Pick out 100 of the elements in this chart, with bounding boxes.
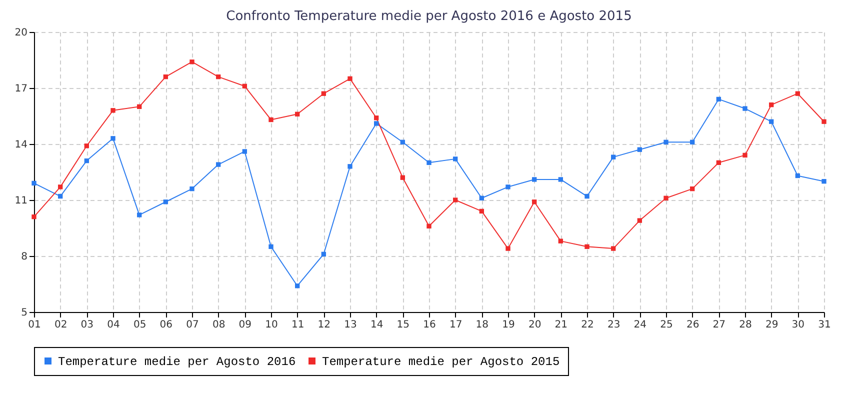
x-tick-label: 13 bbox=[344, 320, 357, 330]
point bbox=[294, 112, 300, 116]
point bbox=[532, 177, 537, 182]
point bbox=[348, 76, 352, 82]
x-tick-label: 07 bbox=[186, 320, 199, 330]
point bbox=[768, 102, 774, 108]
x-tick-label: 24 bbox=[634, 320, 647, 330]
point bbox=[664, 196, 668, 200]
x-tick-label: 08 bbox=[212, 320, 226, 330]
point bbox=[268, 117, 274, 122]
point bbox=[452, 198, 458, 202]
x-tick-label: 28 bbox=[739, 320, 752, 330]
x-tick-label: 23 bbox=[607, 320, 620, 330]
point bbox=[400, 140, 406, 144]
x-tick-label: 20 bbox=[528, 320, 542, 330]
x-tick-label: 29 bbox=[765, 320, 778, 330]
point bbox=[664, 140, 668, 144]
legend-label: Temperature medie per Agosto 2015 bbox=[322, 355, 560, 369]
point bbox=[795, 173, 800, 178]
point bbox=[58, 194, 63, 199]
point bbox=[84, 158, 90, 164]
point bbox=[610, 246, 616, 251]
point bbox=[58, 184, 63, 190]
point bbox=[742, 106, 748, 111]
point bbox=[637, 218, 642, 223]
x-tick-label: 19 bbox=[502, 320, 515, 330]
point bbox=[400, 175, 406, 180]
x-tick-label: 01 bbox=[28, 320, 41, 330]
point bbox=[479, 196, 484, 200]
point bbox=[242, 84, 248, 88]
point bbox=[136, 212, 142, 218]
point bbox=[190, 60, 194, 64]
point bbox=[374, 116, 379, 120]
point bbox=[742, 152, 748, 158]
x-tick-label: 16 bbox=[423, 320, 436, 330]
point bbox=[558, 177, 564, 182]
point bbox=[584, 194, 590, 199]
x-tick-label: 25 bbox=[660, 320, 673, 330]
x-tick-label: 31 bbox=[818, 320, 831, 330]
point bbox=[426, 160, 432, 166]
point bbox=[110, 136, 116, 141]
point bbox=[690, 140, 695, 144]
x-tick-label: 06 bbox=[160, 320, 173, 330]
point bbox=[268, 244, 274, 250]
point bbox=[479, 208, 484, 214]
point bbox=[216, 162, 221, 167]
point bbox=[506, 246, 510, 251]
point bbox=[190, 186, 194, 192]
point bbox=[110, 108, 116, 113]
chart-title: Confronto Temperature medie per Agosto 2016 e Agosto 2015 bbox=[226, 9, 632, 24]
point bbox=[610, 154, 616, 160]
y-tick-label: 5 bbox=[21, 308, 28, 318]
point bbox=[452, 156, 458, 162]
x-tick-label: 27 bbox=[712, 320, 726, 330]
x-tick-label: 21 bbox=[554, 320, 568, 330]
x-tick-label: 05 bbox=[133, 320, 146, 330]
point bbox=[348, 164, 352, 169]
point bbox=[374, 121, 379, 126]
x-tick-label: 14 bbox=[370, 320, 384, 330]
point bbox=[716, 96, 722, 102]
x-tick-label: 02 bbox=[54, 320, 68, 330]
x-tick-label: 03 bbox=[80, 320, 94, 330]
point bbox=[716, 160, 722, 166]
y-tick-label: 11 bbox=[14, 196, 28, 206]
point bbox=[532, 200, 537, 204]
point bbox=[690, 186, 695, 192]
point bbox=[637, 147, 642, 152]
point bbox=[768, 119, 774, 124]
point bbox=[558, 238, 564, 244]
x-tick-label: 26 bbox=[686, 320, 700, 330]
point bbox=[795, 91, 800, 96]
point bbox=[321, 91, 326, 96]
point bbox=[242, 149, 248, 154]
y-tick-label: 8 bbox=[21, 252, 28, 262]
point bbox=[506, 184, 510, 190]
x-tick-label: 22 bbox=[581, 320, 594, 330]
y-tick-label: 17 bbox=[14, 84, 28, 94]
x-tick-label: 15 bbox=[396, 320, 410, 330]
point bbox=[321, 252, 326, 256]
x-tick-label: 11 bbox=[291, 320, 304, 330]
x-tick-label: 18 bbox=[476, 320, 489, 330]
point bbox=[584, 244, 590, 250]
y-tick-label: 14 bbox=[14, 140, 28, 150]
x-tick-label: 04 bbox=[107, 320, 120, 330]
point bbox=[163, 74, 168, 80]
y-tick-label: 20 bbox=[14, 28, 28, 38]
x-tick-label: 17 bbox=[449, 320, 462, 330]
point bbox=[136, 104, 142, 110]
legend-label: Temperature medie per Agosto 2016 bbox=[58, 355, 296, 369]
point bbox=[32, 214, 36, 220]
point bbox=[822, 119, 826, 124]
point bbox=[426, 224, 432, 228]
point bbox=[32, 180, 36, 186]
x-tick-label: 10 bbox=[265, 320, 278, 330]
x-tick-label: 30 bbox=[792, 320, 805, 330]
point bbox=[294, 284, 300, 288]
point bbox=[822, 178, 826, 184]
point bbox=[84, 144, 90, 148]
point bbox=[163, 200, 168, 204]
point bbox=[216, 74, 221, 80]
